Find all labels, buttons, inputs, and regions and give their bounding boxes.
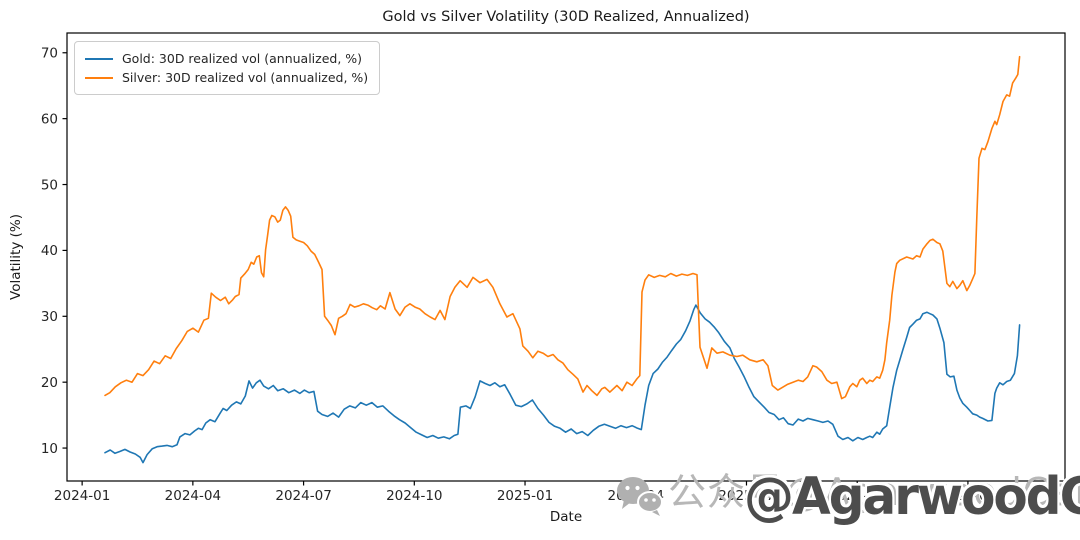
plot-border bbox=[66, 32, 1066, 482]
x-tick-label: 2025-07 bbox=[718, 488, 774, 504]
gold-legend-swatch bbox=[85, 57, 113, 60]
x-tick-label: 2025-01 bbox=[497, 488, 553, 504]
legend-label: Gold: 30D realized vol (annualized, %) bbox=[122, 51, 363, 66]
x-tick-label: 2025-04 bbox=[608, 488, 664, 504]
legend-label: Silver: 30D realized vol (annualized, %) bbox=[122, 70, 369, 85]
y-tick-label: 70 bbox=[41, 46, 58, 62]
y-tick-label: 10 bbox=[41, 441, 58, 457]
silver-series-line bbox=[104, 55, 1021, 400]
y-tick-label: 30 bbox=[41, 309, 58, 325]
x-tick-label: 2026-01 bbox=[940, 488, 996, 504]
y-tick-label: 60 bbox=[41, 111, 58, 127]
y-axis-label: Volatility (%) bbox=[8, 214, 24, 300]
legend-item: Gold: 30D realized vol (annualized, %) bbox=[85, 49, 368, 68]
silver-legend-swatch bbox=[85, 76, 113, 79]
gold-series-line bbox=[104, 304, 1021, 464]
y-tick-label: 40 bbox=[41, 243, 58, 259]
x-tick-label: 2024-04 bbox=[165, 488, 221, 504]
x-tick-label: 2025-10 bbox=[829, 488, 885, 504]
x-tick-label: 2024-01 bbox=[54, 488, 110, 504]
x-tick-label: 2024-10 bbox=[386, 488, 442, 504]
y-tick-label: 20 bbox=[41, 375, 58, 391]
legend: Gold: 30D realized vol (annualized, %) Si… bbox=[74, 41, 381, 95]
x-axis-label: Date bbox=[550, 509, 582, 525]
x-tick-label: 2024-07 bbox=[275, 488, 331, 504]
y-tick-label: 50 bbox=[41, 177, 58, 193]
chart-title: Gold vs Silver Volatility (30D Realized,… bbox=[382, 9, 749, 25]
legend-item: Silver: 30D realized vol (annualized, %) bbox=[85, 68, 368, 87]
